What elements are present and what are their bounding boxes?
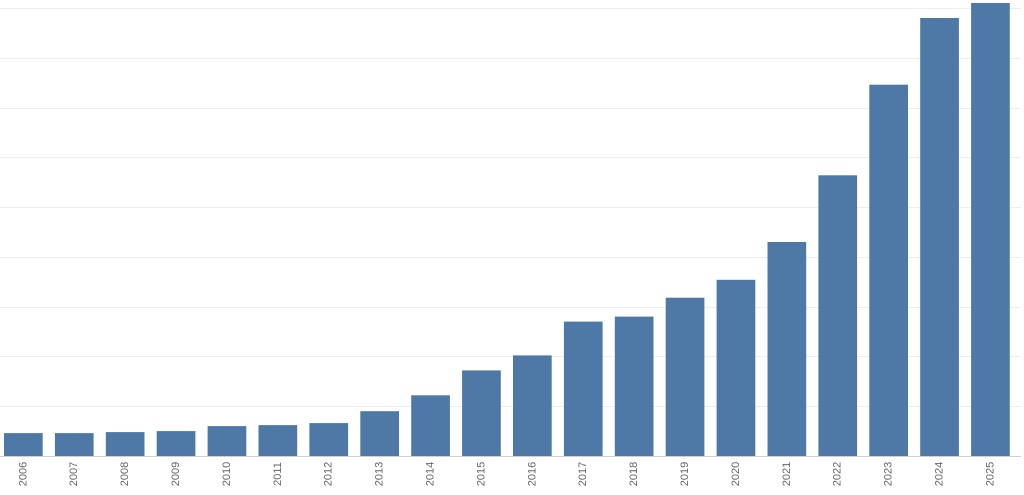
x-tick-label-2015: 2015 xyxy=(475,462,487,486)
x-tick-label-2017: 2017 xyxy=(577,462,589,486)
x-tick-label-2024: 2024 xyxy=(934,462,946,486)
bar-2009 xyxy=(156,431,196,456)
bar-2025 xyxy=(971,3,1010,456)
x-tick-label-2021: 2021 xyxy=(781,462,793,486)
x-tick-label-2008: 2008 xyxy=(119,462,131,486)
x-tick-label-2023: 2023 xyxy=(883,462,895,486)
x-tick-label-2012: 2012 xyxy=(323,462,335,486)
bar-2020 xyxy=(716,279,756,456)
x-tick-label-2009: 2009 xyxy=(170,462,182,486)
bar-2017 xyxy=(563,321,603,456)
bar-2021 xyxy=(767,242,807,456)
x-tick-label-2013: 2013 xyxy=(374,462,386,486)
bar-2018 xyxy=(614,316,654,456)
x-tick-label-2020: 2020 xyxy=(730,462,742,486)
x-tick-label-2019: 2019 xyxy=(679,462,691,486)
bar-2022 xyxy=(818,175,858,457)
bar-2013 xyxy=(360,411,399,456)
gridlines xyxy=(0,8,1021,407)
bar-2012 xyxy=(309,423,349,456)
bar-2011 xyxy=(258,425,298,456)
bar-2016 xyxy=(513,355,552,456)
bar-2006 xyxy=(4,433,43,456)
x-tick-label-2011: 2011 xyxy=(272,462,284,486)
bar-2023 xyxy=(869,84,908,456)
bars xyxy=(4,3,1010,457)
bar-2024 xyxy=(920,18,959,456)
x-tick-label-2018: 2018 xyxy=(628,462,640,486)
bar-2014 xyxy=(411,395,450,456)
x-tick-label-2022: 2022 xyxy=(832,462,844,486)
x-tick-label-2006: 2006 xyxy=(17,462,29,486)
x-tick-label-2025: 2025 xyxy=(984,462,996,486)
x-tick-label-2010: 2010 xyxy=(221,462,233,486)
x-tick-label-2014: 2014 xyxy=(425,462,437,486)
x-tick-label-2007: 2007 xyxy=(68,462,80,486)
bar-2010 xyxy=(207,426,247,456)
bar-2019 xyxy=(665,297,705,456)
bar-2007 xyxy=(54,433,94,456)
x-tick-labels: 2006 2007 2008 2009 2010 2011 2012 2013 2014 2015… xyxy=(17,462,996,486)
bar-2015 xyxy=(462,370,501,456)
x-tick-label-2016: 2016 xyxy=(526,462,538,486)
bar-2008 xyxy=(105,432,145,456)
